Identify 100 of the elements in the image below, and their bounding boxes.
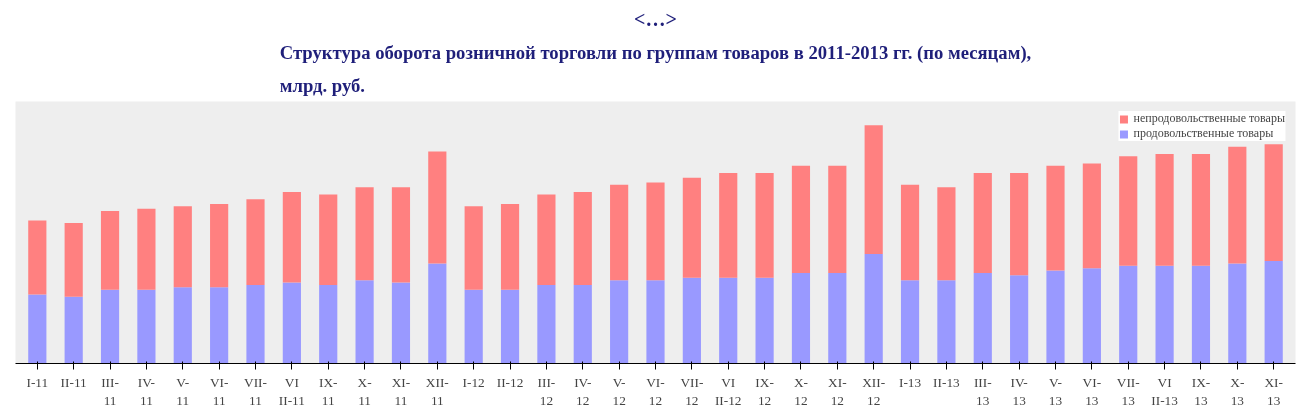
bar xyxy=(100,289,120,364)
bar xyxy=(391,187,411,283)
x-tick-label: III- 12 xyxy=(537,374,556,408)
x-tick-label: IX- 12 xyxy=(755,374,774,408)
x-tick-label: XII- 11 xyxy=(425,374,449,408)
bar xyxy=(500,289,520,364)
x-tick-label: VII- 11 xyxy=(244,374,267,408)
bar xyxy=(1264,144,1283,262)
bar xyxy=(100,211,120,290)
bar xyxy=(682,177,701,278)
bar xyxy=(610,184,629,281)
x-tick-label: III- 13 xyxy=(973,374,992,408)
bar xyxy=(1155,153,1174,266)
bar xyxy=(973,272,992,364)
x-tick-label: VII- 13 xyxy=(1116,374,1140,408)
bar xyxy=(391,282,411,364)
bar xyxy=(1264,261,1283,364)
legend-label: продовольственные товары xyxy=(1133,126,1274,141)
bar xyxy=(1082,268,1101,364)
bar xyxy=(1119,265,1138,364)
bar xyxy=(282,192,301,283)
x-tick-label: V- 13 xyxy=(1048,374,1063,408)
text: <…> xyxy=(634,7,677,30)
bar xyxy=(500,203,520,290)
bar xyxy=(937,280,956,364)
bar xyxy=(1119,156,1138,266)
bar xyxy=(428,151,447,264)
x-tick-label: XII- 12 xyxy=(862,374,886,408)
x-tick-label: VI- 13 xyxy=(1082,374,1102,408)
x-tick-label: VII- 12 xyxy=(680,374,704,408)
bar xyxy=(900,184,920,281)
x-tick-label: VI II-11 xyxy=(278,374,305,408)
x-tick-label: V- 11 xyxy=(176,374,190,408)
bar xyxy=(210,287,229,364)
x-tick-label: IV- 13 xyxy=(1010,374,1028,408)
x-tick-label: I-13 xyxy=(898,374,922,390)
bar xyxy=(319,284,338,364)
bar xyxy=(464,289,483,364)
bar xyxy=(1010,275,1029,364)
x-tick-label: XI- 11 xyxy=(391,374,411,408)
bar xyxy=(682,277,701,364)
bar xyxy=(137,208,156,290)
bar xyxy=(319,194,338,285)
bar xyxy=(646,280,665,364)
x-tick-label: IV- 11 xyxy=(137,374,156,408)
bar xyxy=(246,199,265,285)
bar xyxy=(937,187,956,281)
bar xyxy=(28,220,47,295)
x-tick-label: X- 12 xyxy=(793,374,808,408)
bar xyxy=(791,272,811,364)
x-tick-label: V- 12 xyxy=(612,374,626,408)
x-tick-label: II-12 xyxy=(496,374,524,390)
bar xyxy=(428,263,447,364)
bar xyxy=(719,277,738,364)
bar xyxy=(464,206,483,290)
x-tick-label: I-11 xyxy=(26,374,49,390)
bar xyxy=(864,253,883,364)
x-tick-label: XI- 13 xyxy=(1264,374,1283,408)
legend-label: непродовольственные товары xyxy=(1133,111,1285,126)
bar xyxy=(1228,263,1247,364)
bar xyxy=(610,280,629,364)
bar xyxy=(791,165,811,273)
bar xyxy=(828,272,847,364)
x-tick-label: II-13 xyxy=(933,374,961,390)
bar xyxy=(1191,153,1211,266)
x-tick-label: I-12 xyxy=(462,374,485,390)
bar xyxy=(355,187,374,281)
bar xyxy=(64,296,83,364)
x-tick-label: II-11 xyxy=(60,374,87,390)
bar xyxy=(755,172,774,278)
x-tick-label: VI- 12 xyxy=(646,374,665,408)
bar xyxy=(573,192,592,285)
bar xyxy=(64,222,83,297)
bar xyxy=(573,284,592,364)
x-tick-label: X- 11 xyxy=(357,374,372,408)
bar xyxy=(755,277,774,364)
x-tick-label: VI- 11 xyxy=(209,374,229,408)
bar xyxy=(719,172,738,278)
bar xyxy=(1046,270,1065,364)
bar xyxy=(900,280,920,364)
x-tick-label: VI II-12 xyxy=(714,374,742,408)
bar xyxy=(28,294,47,364)
bar xyxy=(828,165,847,273)
bar xyxy=(1191,265,1211,364)
bar xyxy=(1082,163,1101,269)
bar xyxy=(1228,146,1247,264)
bar xyxy=(173,287,192,364)
bar xyxy=(173,206,192,288)
bar xyxy=(537,284,556,364)
x-tick-label: XI- 12 xyxy=(828,374,847,408)
x-tick-label: X- 13 xyxy=(1230,374,1245,408)
bar xyxy=(1155,265,1174,364)
bar xyxy=(646,182,665,281)
bar xyxy=(537,194,556,285)
bar xyxy=(210,203,229,288)
x-tick-label: VI II-13 xyxy=(1151,374,1179,408)
bar xyxy=(246,284,265,364)
bar xyxy=(355,280,374,364)
x-tick-label: IX- 11 xyxy=(318,374,338,408)
x-tick-label: IX- 13 xyxy=(1191,374,1211,408)
